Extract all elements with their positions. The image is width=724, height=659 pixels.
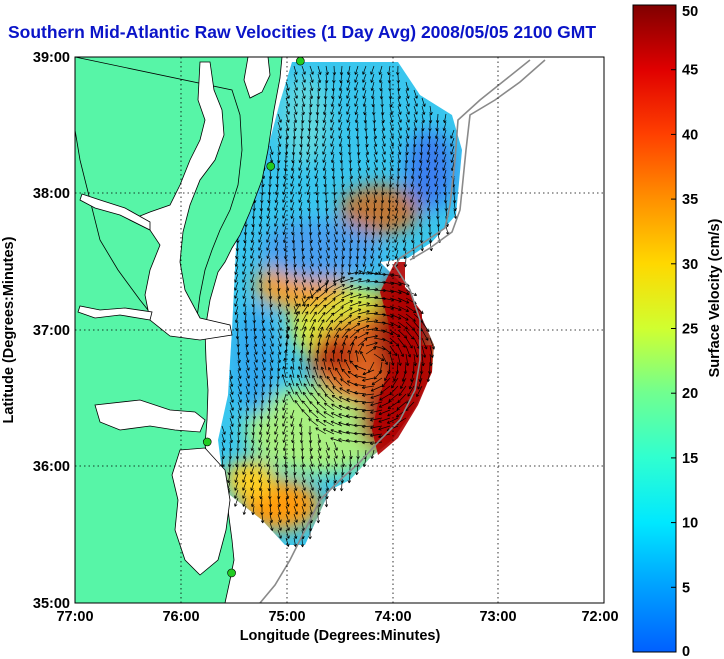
pamlico-sound (171, 447, 231, 576)
colorbar-tick-label: 35 (682, 192, 698, 208)
river-potomac (79, 193, 151, 231)
x-tick-label: 75:00 (268, 609, 305, 625)
y-tick-label: 38:00 (33, 186, 70, 202)
colorbar-tick-label: 5 (682, 580, 690, 596)
figure-title: Southern Mid-Atlantic Raw Velocities (1 … (8, 22, 597, 42)
y-tick-label: 37:00 (33, 323, 70, 339)
stations (202, 57, 305, 578)
colorbar-tick-label: 40 (682, 127, 698, 143)
colorbar-tick-label: 15 (682, 451, 698, 467)
y-tick-label: 35:00 (33, 596, 70, 612)
colorbar-tick-label: 50 (682, 4, 698, 20)
x-tick-label: 73:00 (479, 609, 516, 625)
x-tick-label: 74:00 (374, 609, 411, 625)
y-tick-label: 36:00 (33, 459, 70, 475)
hf-radar-station (266, 161, 276, 171)
velocity-vectors (220, 65, 458, 548)
colorbar-gradient (632, 4, 677, 653)
colorbar-label: Surface Velocity (cm/s) (707, 218, 723, 377)
shelf-contour (259, 59, 531, 603)
field-patch (225, 460, 275, 500)
colorbar-tick-label: 30 (682, 257, 698, 273)
y-axis-label: Latitude (Degrees:Minutes) (1, 236, 17, 423)
x-tick-label: 77:00 (56, 609, 93, 625)
colorbar-tick-label: 0 (682, 644, 690, 659)
vector-layer (220, 65, 458, 548)
river-james (77, 305, 153, 321)
colorbar-tick-label: 20 (682, 386, 698, 402)
gridlines (75, 57, 604, 603)
x-axis-label: Longitude (Degrees:Minutes) (240, 628, 441, 644)
x-tick-label: 72:00 (581, 609, 618, 625)
field-patch (233, 305, 277, 415)
plot-frame (74, 56, 605, 604)
colorbar-tick-label: 25 (682, 322, 698, 338)
colorbar-tick-label: 45 (682, 63, 698, 79)
shelf-contour-inner (409, 59, 546, 261)
delaware-bay (243, 57, 271, 99)
y-axis: 39:00 38:00 37:00 36:00 35:00 Latitude (… (1, 50, 70, 612)
hf-radar-station (227, 568, 236, 578)
x-axis: 77:00 76:00 75:00 74:00 73:00 72:00 Long… (56, 609, 618, 644)
albemarle-sound (94, 399, 206, 433)
hf-radar-station (296, 57, 305, 66)
hf-radar-station (202, 437, 212, 447)
field-patch (245, 385, 395, 475)
field-patch (340, 185, 420, 235)
x-tick-label: 76:00 (162, 609, 199, 625)
colorbar-tick-label: 10 (682, 516, 698, 532)
y-tick-label: 39:00 (33, 50, 70, 66)
bathymetry-contours (259, 59, 546, 603)
